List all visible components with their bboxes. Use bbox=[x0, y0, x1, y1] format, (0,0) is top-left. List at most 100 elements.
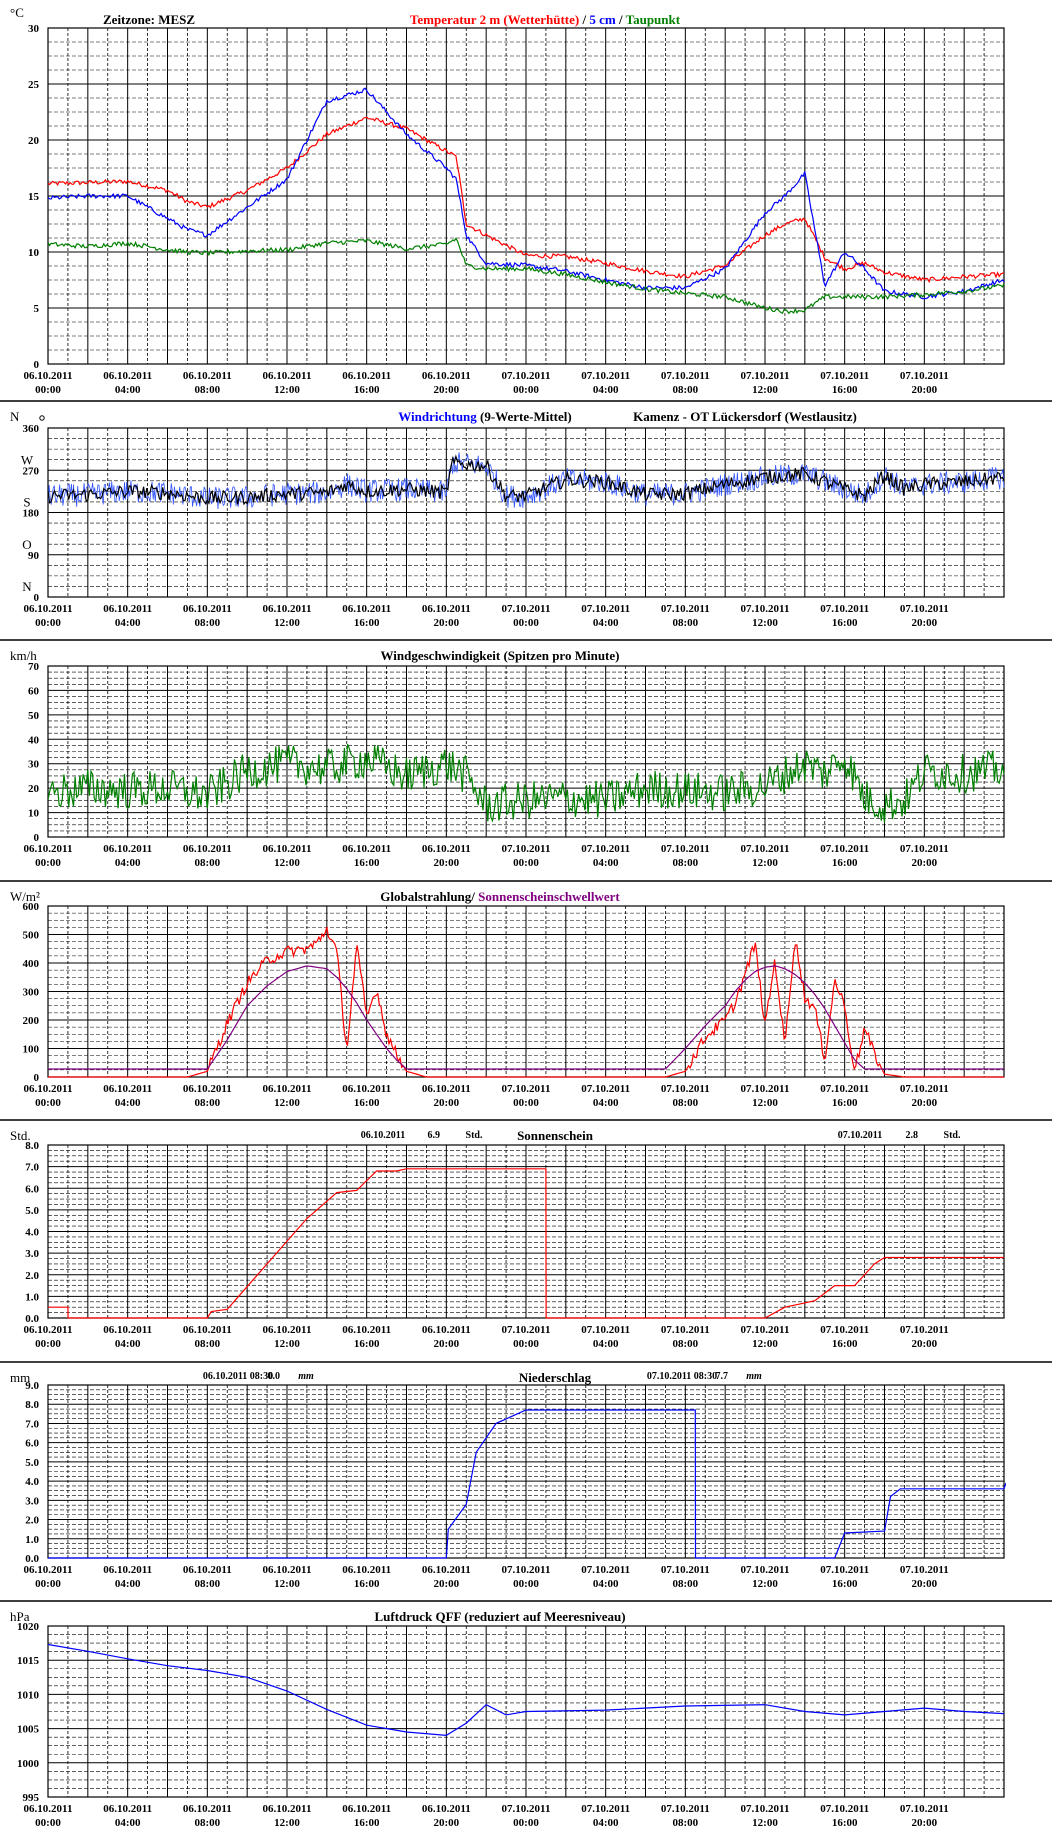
y-tick-label: 2.0 bbox=[25, 1515, 39, 1527]
y-tick-label: 20 bbox=[28, 135, 40, 147]
x-tick-date: 06.10.2011 bbox=[103, 603, 152, 615]
x-tick-date: 07.10.2011 bbox=[581, 1564, 630, 1576]
x-tick-time: 08:00 bbox=[672, 1097, 698, 1109]
x-tick-time: 08:00 bbox=[672, 617, 698, 629]
x-tick-time: 20:00 bbox=[911, 617, 937, 629]
y-tick-label: 0.0 bbox=[25, 1313, 39, 1325]
x-tick-time: 12:00 bbox=[752, 857, 778, 869]
y-tick-label: 6.0 bbox=[25, 1183, 39, 1195]
x-tick-date: 06.10.2011 bbox=[342, 603, 391, 615]
x-tick-time: 12:00 bbox=[752, 1097, 778, 1109]
x-tick-date: 07.10.2011 bbox=[900, 370, 949, 382]
x-tick-date: 06.10.2011 bbox=[342, 1803, 391, 1815]
x-tick-date: 07.10.2011 bbox=[741, 843, 790, 855]
x-tick-time: 20:00 bbox=[911, 1338, 937, 1350]
x-tick-time: 12:00 bbox=[274, 617, 300, 629]
x-tick-time: 08:00 bbox=[672, 1338, 698, 1350]
x-tick-date: 07.10.2011 bbox=[741, 603, 790, 615]
grid bbox=[47, 665, 1005, 838]
x-tick-time: 16:00 bbox=[832, 857, 858, 869]
x-tick-date: 07.10.2011 bbox=[741, 1803, 790, 1815]
x-tick-date: 06.10.2011 bbox=[183, 603, 232, 615]
title-part: 5 cm bbox=[589, 12, 616, 27]
x-tick-date: 07.10.2011 bbox=[820, 603, 869, 615]
title-part: Windrichtung bbox=[398, 409, 477, 424]
x-tick-time: 04:00 bbox=[593, 1338, 619, 1350]
series-line-sonnenschein bbox=[48, 1168, 1004, 1319]
y-tick-label: 400 bbox=[23, 958, 40, 970]
annotation-value: 6.9 bbox=[428, 1130, 441, 1141]
compass-label: S bbox=[23, 495, 30, 510]
x-tick-date: 06.10.2011 bbox=[183, 1083, 232, 1095]
y-tick-label: 270 bbox=[23, 465, 40, 477]
x-tick-date: 07.10.2011 bbox=[661, 370, 710, 382]
chart-title: Sonnenschein bbox=[517, 1128, 594, 1143]
x-tick-time: 20:00 bbox=[433, 1817, 459, 1829]
y-tick-label: 5.0 bbox=[25, 1457, 39, 1469]
x-tick-date: 06.10.2011 bbox=[263, 603, 312, 615]
x-tick-date: 07.10.2011 bbox=[820, 370, 869, 382]
y-tick-label: 8.0 bbox=[25, 1140, 39, 1152]
annotation-unit: mm bbox=[298, 1371, 314, 1382]
unit-label: W/m² bbox=[10, 889, 40, 904]
x-tick-time: 12:00 bbox=[752, 1338, 778, 1350]
x-tick-date: 06.10.2011 bbox=[342, 370, 391, 382]
y-tick-label: 0 bbox=[34, 359, 40, 371]
x-tick-date: 06.10.2011 bbox=[24, 843, 73, 855]
title-part: Luftdruck QFF (reduziert auf Meeresnivea… bbox=[374, 1609, 625, 1624]
x-tick-date: 06.10.2011 bbox=[183, 1803, 232, 1815]
y-tick-label: 8.0 bbox=[25, 1399, 39, 1411]
grid bbox=[47, 427, 1005, 598]
y-tick-label: 3.0 bbox=[25, 1495, 39, 1507]
x-tick-date: 07.10.2011 bbox=[820, 1564, 869, 1576]
unit-label: °C bbox=[10, 5, 24, 20]
x-tick-time: 04:00 bbox=[593, 384, 619, 396]
x-tick-time: 16:00 bbox=[832, 1338, 858, 1350]
x-tick-time: 04:00 bbox=[593, 857, 619, 869]
x-tick-date: 06.10.2011 bbox=[183, 843, 232, 855]
x-tick-date: 07.10.2011 bbox=[661, 1803, 710, 1815]
x-tick-date: 07.10.2011 bbox=[661, 1564, 710, 1576]
series-line-5-cm bbox=[48, 87, 1005, 300]
x-tick-time: 04:00 bbox=[115, 1097, 141, 1109]
timezone-label: Zeitzone: MESZ bbox=[103, 12, 195, 27]
x-tick-date: 06.10.2011 bbox=[24, 1083, 73, 1095]
x-tick-time: 16:00 bbox=[354, 1578, 380, 1590]
chart-title: Globalstrahlung/ Sonnenscheinschwellwert bbox=[380, 889, 620, 904]
x-tick-date: 06.10.2011 bbox=[263, 1564, 312, 1576]
x-tick-date: 06.10.2011 bbox=[342, 1564, 391, 1576]
x-tick-time: 16:00 bbox=[354, 617, 380, 629]
x-tick-time: 04:00 bbox=[115, 1578, 141, 1590]
x-tick-date: 06.10.2011 bbox=[422, 843, 471, 855]
x-tick-date: 06.10.2011 bbox=[24, 1803, 73, 1815]
temperature-chart: 0 5 10 15 20 25 30 °C Temperatur 2 m (Wetterhütt… bbox=[0, 5, 1052, 402]
annotation-unit: Std. bbox=[466, 1130, 483, 1141]
y-tick-label: 90 bbox=[28, 550, 40, 562]
x-tick-date: 07.10.2011 bbox=[661, 1324, 710, 1336]
x-tick-time: 12:00 bbox=[752, 617, 778, 629]
y-tick-label: 5.0 bbox=[25, 1205, 39, 1217]
y-tick-label: 7.0 bbox=[25, 1162, 39, 1174]
x-tick-time: 04:00 bbox=[593, 1578, 619, 1590]
x-tick-time: 20:00 bbox=[433, 617, 459, 629]
compass-label: W bbox=[21, 452, 34, 467]
x-tick-date: 07.10.2011 bbox=[741, 1324, 790, 1336]
y-tick-label: 180 bbox=[23, 508, 40, 520]
x-tick-date: 06.10.2011 bbox=[24, 370, 73, 382]
x-tick-date: 06.10.2011 bbox=[422, 603, 471, 615]
x-tick-date: 06.10.2011 bbox=[422, 1083, 471, 1095]
y-tick-label: 7.0 bbox=[25, 1418, 39, 1430]
x-tick-date: 07.10.2011 bbox=[661, 1083, 710, 1095]
x-tick-time: 00:00 bbox=[513, 1578, 539, 1590]
x-tick-time: 16:00 bbox=[354, 857, 380, 869]
y-tick-label: 1015 bbox=[17, 1655, 40, 1667]
chart-title: Niederschlag bbox=[519, 1370, 592, 1385]
series-line-temperatur-2-m-wetterh-tte- bbox=[48, 116, 1005, 284]
x-tick-time: 08:00 bbox=[194, 1817, 220, 1829]
title-part: Windgeschwindigkeit (Spitzen pro Minute) bbox=[381, 648, 620, 663]
x-tick-date: 06.10.2011 bbox=[422, 1324, 471, 1336]
x-tick-date: 06.10.2011 bbox=[24, 603, 73, 615]
